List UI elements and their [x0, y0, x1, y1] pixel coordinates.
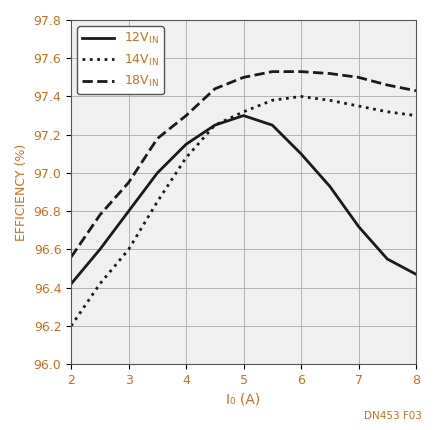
Y-axis label: EFFICIENCY (%): EFFICIENCY (%) [15, 144, 28, 241]
Text: DN453 F03: DN453 F03 [363, 412, 421, 421]
X-axis label: I₀ (A): I₀ (A) [226, 393, 260, 406]
Legend: 12V$\mathregular{_{IN}}$, 14V$\mathregular{_{IN}}$, 18V$\mathregular{_{IN}}$: 12V$\mathregular{_{IN}}$, 14V$\mathregul… [77, 26, 163, 94]
